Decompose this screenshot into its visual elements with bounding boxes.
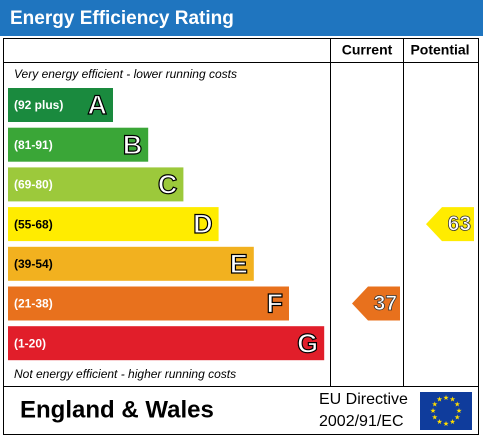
band: [8, 326, 325, 361]
current-header: Current: [342, 42, 393, 58]
star: ★: [449, 418, 455, 426]
band-letter: D: [193, 209, 213, 239]
rating-value: 37: [374, 292, 397, 315]
title-bar: [0, 0, 483, 36]
star: ★: [432, 400, 438, 408]
band-range: (39-54): [14, 257, 53, 271]
top-note: Very energy efficient - lower running co…: [14, 67, 237, 81]
band: [8, 246, 254, 281]
rating-arrow: [352, 286, 400, 321]
band-range: (55-68): [14, 217, 53, 231]
band-range: (1-20): [14, 336, 46, 350]
bottom-note: Not energy efficient - higher running co…: [14, 367, 236, 381]
frame: [3, 38, 479, 435]
band-letter: E: [230, 249, 248, 279]
star: ★: [443, 394, 449, 402]
star: ★: [449, 396, 455, 404]
band-letter: C: [158, 170, 178, 200]
band: [8, 88, 113, 122]
title: Energy Efficiency Rating: [10, 8, 234, 29]
band-range: (92 plus): [14, 98, 63, 112]
band-letter: B: [123, 130, 143, 160]
directive: 2002/91/EC: [319, 413, 404, 430]
band: [8, 286, 289, 321]
star: ★: [443, 420, 449, 428]
band-range: (81-91): [14, 138, 53, 152]
star: ★: [436, 396, 442, 404]
band-range: (21-38): [14, 297, 53, 311]
rating-value: 63: [448, 213, 471, 236]
eu-flag: [420, 392, 472, 430]
region: England & Wales: [20, 396, 214, 423]
band: [8, 207, 219, 242]
star: ★: [454, 413, 460, 421]
star: ★: [436, 418, 442, 426]
potential-header: Potential: [410, 42, 469, 58]
band-range: (69-80): [14, 178, 53, 192]
star: ★: [432, 413, 438, 421]
band-letter: A: [88, 90, 108, 120]
band-letter: F: [267, 289, 284, 319]
band-letter: G: [297, 328, 318, 358]
directive: EU Directive: [319, 391, 408, 408]
band: [8, 167, 184, 202]
star: ★: [454, 400, 460, 408]
rating-arrow: [426, 207, 474, 242]
band: [8, 127, 149, 162]
eu-stars: ★★★★★★★★★ ★ ★★: [430, 394, 462, 428]
star: ★: [430, 407, 436, 415]
star: ★: [456, 407, 462, 415]
